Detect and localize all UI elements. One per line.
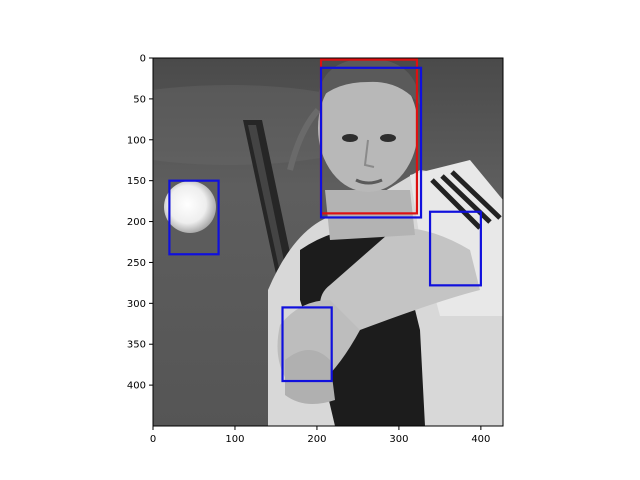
tennis-player-photo [153,58,503,426]
y-axis: 0 50 100 150 200 250 300 350 400 [127,54,153,392]
y-tick-label: 150 [127,176,146,187]
y-tick-label: 400 [127,381,146,392]
y-tick-label: 350 [127,340,146,351]
tennis-ball [164,181,216,233]
y-tick-label: 0 [140,54,146,65]
x-tick-label: 0 [150,434,156,445]
y-tick-label: 300 [127,299,146,310]
x-tick-label: 400 [471,434,490,445]
y-tick-label: 250 [127,258,146,269]
x-tick-label: 300 [389,434,408,445]
bounding-boxes [168,58,482,383]
y-tick-label: 200 [127,217,146,228]
y-tick-label: 100 [127,135,146,146]
axes-frame [152,57,504,427]
bounding-box-2 [168,179,220,256]
x-axis: 0 100 200 300 400 [150,426,490,445]
x-tick-label: 200 [307,434,326,445]
player-head [287,58,420,192]
bounding-box-4 [281,306,333,383]
bounding-box-1 [319,66,423,219]
bounding-box-3 [428,210,482,287]
y-tick-label: 50 [133,94,146,105]
x-tick-label: 100 [225,434,244,445]
